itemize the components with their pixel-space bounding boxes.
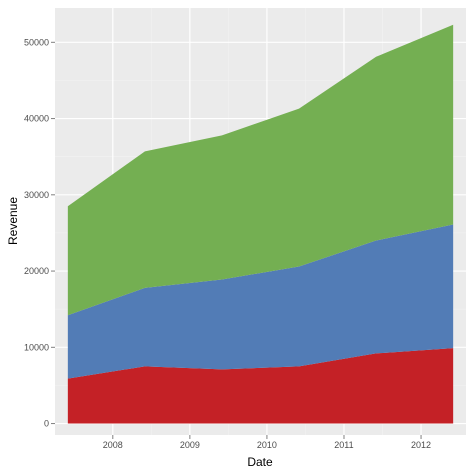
y-tick-label: 0 — [44, 419, 49, 429]
y-axis-title: Revenue — [6, 197, 20, 245]
x-tick-label: 2012 — [411, 440, 431, 450]
x-tick-label: 2011 — [334, 440, 353, 450]
y-tick-label: 10000 — [24, 342, 49, 352]
y-tick-label: 30000 — [24, 190, 49, 200]
area-series-1 — [67, 348, 454, 424]
y-axis: 0 10000 20000 30000 40000 50000 — [24, 37, 55, 429]
x-axis-title: Date — [247, 455, 273, 469]
x-tick-label: 2010 — [257, 440, 277, 450]
area-series-2 — [67, 224, 454, 379]
y-tick-label: 50000 — [24, 37, 49, 47]
y-tick-label: 40000 — [24, 114, 49, 124]
area-series — [67, 24, 454, 424]
y-tick-label: 20000 — [24, 266, 49, 276]
x-tick-label: 2008 — [103, 440, 123, 450]
area-series-3 — [67, 24, 454, 316]
x-tick-label: 2009 — [180, 440, 200, 450]
x-axis: 2008 2009 2010 2011 2012 — [103, 435, 431, 450]
